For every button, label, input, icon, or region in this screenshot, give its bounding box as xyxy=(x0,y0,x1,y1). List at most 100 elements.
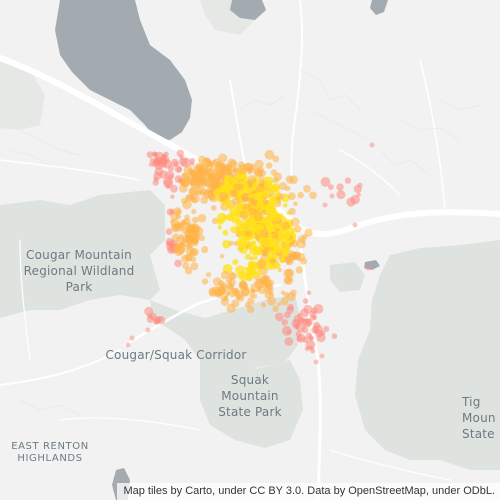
data-point xyxy=(310,348,316,354)
road-south-2 xyxy=(329,449,451,481)
data-point xyxy=(293,201,298,206)
data-point xyxy=(170,194,175,199)
data-point xyxy=(145,327,151,333)
data-point xyxy=(248,193,253,199)
data-point xyxy=(369,142,375,148)
data-point xyxy=(129,335,135,341)
data-point xyxy=(294,225,302,233)
data-point xyxy=(254,159,264,169)
data-point xyxy=(305,318,313,326)
place-label-tiger-mountain: Tig Moun State xyxy=(462,394,500,442)
data-point xyxy=(182,262,190,270)
data-point xyxy=(246,305,255,314)
data-point xyxy=(218,191,229,202)
data-point xyxy=(163,179,173,189)
data-point xyxy=(233,183,241,192)
place-label-line: Cougar/Squak Corridor xyxy=(105,348,247,362)
data-point xyxy=(181,172,190,181)
data-point xyxy=(190,194,200,204)
data-point xyxy=(176,149,184,157)
data-point xyxy=(284,337,294,346)
data-point xyxy=(328,184,334,191)
place-label-cougar-squak: Cougar/Squak Corridor xyxy=(96,347,256,363)
data-point xyxy=(297,191,305,199)
data-point xyxy=(278,236,284,242)
map-attribution[interactable]: Map tiles by Carto, under CC BY 3.0. Dat… xyxy=(117,483,500,500)
pond-north-1 xyxy=(230,0,266,20)
data-point xyxy=(272,305,279,313)
data-point xyxy=(262,238,272,248)
road-renton xyxy=(0,349,121,386)
data-point xyxy=(283,291,290,298)
data-point xyxy=(192,216,199,224)
data-point xyxy=(280,247,285,253)
place-label-line: State xyxy=(462,427,495,441)
data-point xyxy=(267,202,274,209)
data-point xyxy=(283,233,291,241)
data-point xyxy=(208,289,217,297)
data-point xyxy=(199,235,205,242)
data-point xyxy=(313,304,324,314)
data-point xyxy=(212,277,222,286)
data-point xyxy=(151,151,157,157)
data-point xyxy=(285,175,294,184)
data-point xyxy=(256,183,265,193)
road-south-1 xyxy=(59,417,201,431)
data-point xyxy=(270,231,279,240)
data-point xyxy=(177,177,182,182)
data-point xyxy=(236,229,245,237)
data-point xyxy=(292,251,301,260)
data-point xyxy=(352,222,358,228)
data-point xyxy=(303,298,309,304)
data-point xyxy=(288,207,296,215)
data-point xyxy=(253,167,262,176)
data-point xyxy=(220,298,229,306)
data-point xyxy=(220,270,230,280)
data-point xyxy=(215,162,225,172)
data-point xyxy=(211,217,219,225)
place-label-east-renton: EAST RENTON HIGHLANDS xyxy=(10,441,90,465)
data-point xyxy=(331,333,338,339)
pond-north-2 xyxy=(370,0,388,15)
data-point xyxy=(206,162,214,170)
data-point xyxy=(323,325,330,332)
data-point xyxy=(237,271,246,280)
data-point xyxy=(303,184,311,193)
data-point xyxy=(284,276,294,285)
place-label-line: Cougar Mountain xyxy=(26,248,132,262)
data-point xyxy=(228,240,234,246)
data-point xyxy=(210,205,217,211)
place-label-squak-mountain: Squak Mountain State Park xyxy=(200,372,300,420)
data-point xyxy=(266,285,272,290)
data-point xyxy=(165,170,175,180)
place-label-line: EAST RENTON xyxy=(11,441,89,452)
data-point xyxy=(222,229,229,236)
data-point xyxy=(152,179,159,186)
data-point xyxy=(311,326,319,334)
data-point xyxy=(286,329,292,335)
data-point xyxy=(287,303,295,311)
data-point xyxy=(255,270,262,277)
data-point xyxy=(183,218,191,226)
data-point xyxy=(215,286,225,297)
data-point xyxy=(306,290,312,296)
data-point xyxy=(336,183,344,191)
data-point xyxy=(272,212,282,222)
data-point xyxy=(149,157,155,164)
data-point xyxy=(182,200,192,210)
data-point xyxy=(174,165,182,173)
data-point xyxy=(244,183,249,188)
data-point xyxy=(296,238,307,249)
data-point xyxy=(281,221,290,230)
data-point xyxy=(198,189,203,195)
data-point xyxy=(283,203,288,208)
data-point xyxy=(281,250,289,258)
data-point xyxy=(207,168,215,176)
data-point xyxy=(252,189,257,194)
place-label-line: Squak xyxy=(230,373,270,387)
data-point xyxy=(205,182,212,189)
lake-sammamish xyxy=(55,0,192,140)
data-point xyxy=(188,170,197,179)
